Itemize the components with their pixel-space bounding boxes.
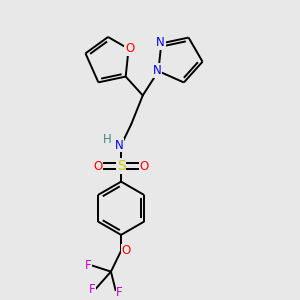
Text: O: O — [140, 160, 149, 173]
Text: F: F — [85, 259, 92, 272]
Text: H: H — [103, 134, 112, 146]
Text: N: N — [156, 36, 165, 49]
Text: F: F — [89, 283, 95, 296]
Text: O: O — [122, 244, 131, 257]
Text: N: N — [153, 64, 161, 77]
Text: F: F — [116, 286, 123, 299]
Text: N: N — [114, 139, 123, 152]
Text: O: O — [125, 42, 134, 55]
Text: S: S — [117, 159, 125, 173]
Text: O: O — [93, 160, 103, 173]
